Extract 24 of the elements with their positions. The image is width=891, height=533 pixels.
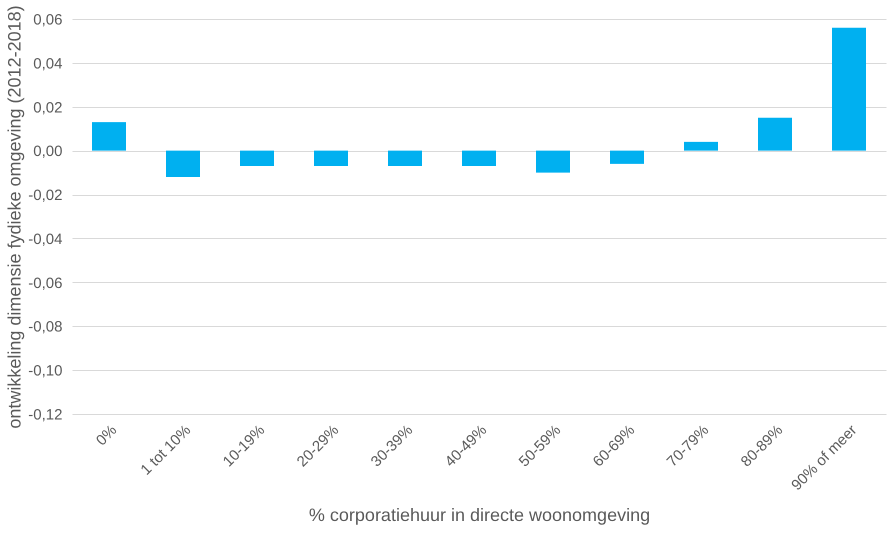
x-tick-label: 0% bbox=[92, 422, 120, 450]
bar bbox=[388, 150, 422, 166]
bar bbox=[684, 142, 718, 151]
y-tick-label: -0,04 bbox=[28, 230, 62, 248]
y-tick-label: -0,02 bbox=[28, 187, 62, 204]
bar bbox=[92, 122, 126, 151]
bar bbox=[758, 118, 792, 151]
bar bbox=[832, 28, 866, 151]
bar bbox=[462, 150, 496, 166]
y-tick-label: 0,00 bbox=[33, 143, 62, 160]
bar bbox=[610, 150, 644, 164]
y-tick-label: -0,08 bbox=[28, 318, 62, 336]
y-tick-label: 0,06 bbox=[33, 12, 62, 28]
bar bbox=[240, 150, 274, 166]
y-axis-title: ontwikkeling dimensie fydieke omgeving (2012-2018) bbox=[4, 5, 24, 429]
y-tick-label: 0,04 bbox=[33, 55, 62, 72]
bar bbox=[536, 150, 570, 173]
y-tick-label: -0,06 bbox=[28, 274, 62, 292]
y-tick-label: -0,12 bbox=[28, 406, 62, 424]
bar bbox=[314, 150, 348, 166]
x-axis-title: % corporatiehuur in directe woonomgeving bbox=[308, 505, 650, 526]
bar bbox=[166, 150, 200, 177]
y-tick-label: -0,10 bbox=[28, 362, 62, 380]
y-tick-label: 0,02 bbox=[33, 99, 62, 116]
